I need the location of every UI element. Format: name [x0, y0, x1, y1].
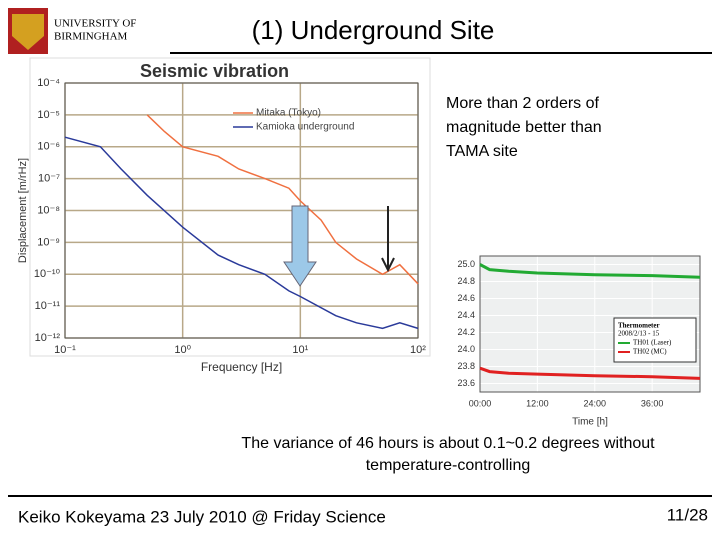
plot-frame [64, 82, 419, 339]
y-tick-label: 10⁻⁵ [37, 109, 60, 121]
footer-author: Keiko Kokeyama 23 July 2010 @ Friday Sci… [18, 507, 386, 526]
y-tick-label: 10⁻⁴ [37, 77, 60, 89]
y-tick-label: 10⁻⁸ [37, 204, 60, 216]
legend-title: Thermometer [618, 322, 660, 330]
plot-frame [479, 255, 701, 393]
legend-label: Mitaka (Tokyo) [256, 108, 321, 119]
note: More than 2 orders of magnitude better th… [446, 95, 602, 160]
x-tick-label: 24:00 [584, 398, 607, 408]
chart: 23.6 23.8 24.0 24.2 24.4 24.6 24.8 25.0 00:00 12:… [457, 255, 701, 428]
chart-title: Seismic vibration [140, 61, 289, 81]
x-tick-label: 10¹ [292, 344, 308, 356]
slide-title: (1) Underground Site [252, 15, 495, 45]
y-tick-label: 24.6 [457, 293, 475, 303]
legend-subtitle: 2008/2/13 - 15 [618, 330, 660, 338]
legend-label: Kamioka underground [256, 122, 354, 133]
y-tick-label: 24.8 [457, 276, 475, 286]
data-line [64, 136, 419, 330]
seismic-figure [29, 57, 431, 357]
data-line [479, 263, 701, 279]
arrow [381, 206, 395, 273]
y-tick-label: 23.6 [457, 378, 475, 388]
chart: 10⁻¹² 10⁻¹¹ 10⁻¹⁰ 10⁻⁹ 10⁻⁸ 10⁻⁷ 10⁻⁶ 10⁻⁵ 10⁻⁴ 1… [17, 77, 426, 374]
y-tick-label: 10⁻¹¹ [35, 300, 61, 312]
y-tick-label: 10⁻¹⁰ [34, 268, 61, 280]
x-tick-label: 12:00 [526, 398, 549, 408]
y-tick-label: 24.2 [457, 327, 475, 337]
x-tick-label: 10⁰ [174, 344, 191, 356]
legend-label: TH02 (MC) [633, 348, 667, 356]
x-tick-label: 36:00 [641, 398, 664, 408]
y-tick-label: 23.8 [457, 361, 475, 371]
x-axis-label: Time [h] [572, 417, 608, 428]
y-tick-label: 10⁻¹² [35, 332, 61, 344]
x-tick-label: 00:00 [469, 398, 492, 408]
y-tick-label: 10⁻⁹ [37, 236, 60, 248]
x-tick-label: 10² [410, 344, 426, 356]
x-tick-label: 10⁻¹ [54, 344, 76, 356]
y-tick-label: 24.0 [457, 344, 475, 354]
x-axis-label: Frequency [Hz] [201, 360, 282, 374]
page-number: 11/28 [667, 505, 708, 524]
y-axis-label: Displacement [m/rHz] [17, 158, 29, 263]
logo-text: BIRMINGHAM [54, 31, 128, 43]
y-tick-label: 24.4 [457, 310, 475, 320]
y-tick-label: 10⁻⁷ [38, 173, 60, 185]
charts: 10⁻¹² 10⁻¹¹ 10⁻¹⁰ 10⁻⁹ 10⁻⁸ 10⁻⁷ 10⁻⁶ 10⁻⁵ 10⁻⁴ 1… [17, 77, 701, 428]
caption: The variance of 46 hours is about 0.1~0.… [241, 435, 655, 474]
legend-box [613, 317, 697, 363]
legend-label: TH01 (Laser) [633, 339, 672, 347]
data-line [146, 114, 419, 285]
logo-text: UNIVERSITY OF [54, 18, 136, 30]
y-tick-label: 10⁻⁶ [37, 141, 60, 153]
logo-crest [12, 14, 44, 50]
data-line [479, 366, 701, 380]
y-tick-label: 25.0 [457, 259, 475, 269]
arrow [283, 205, 317, 287]
